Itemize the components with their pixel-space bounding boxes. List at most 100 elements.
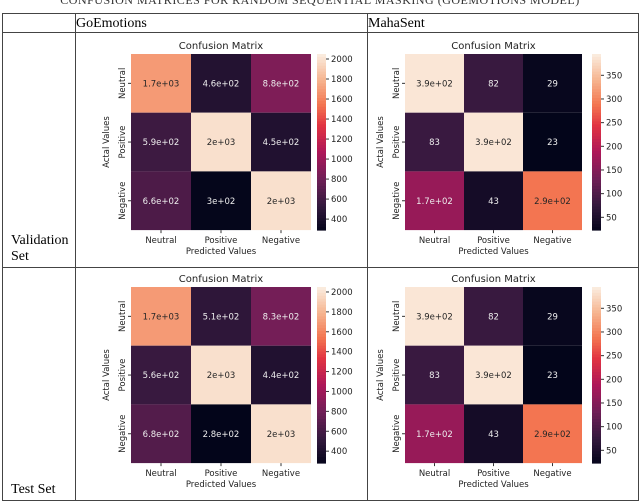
heatmap-cell (191, 404, 251, 464)
colorbar-segment (317, 424, 326, 429)
colorbar-segment (317, 404, 326, 408)
colorbar-tick-label: 1400 (331, 348, 353, 358)
colorbar-segment (317, 174, 326, 178)
colorbar-segment (592, 106, 601, 111)
colorbar-segment (317, 212, 326, 216)
y-tick-label: Neutral (118, 301, 128, 332)
colorbar-segment (592, 186, 601, 190)
colorbar-segment (317, 369, 326, 373)
colorbar-segment (592, 454, 601, 458)
x-axis-label: Predicted Values (458, 247, 529, 257)
x-tick-label: Negative (533, 236, 571, 246)
colorbar-segment (592, 369, 601, 373)
colorbar-segment (592, 392, 601, 397)
cell-annotation: 4.6e+02 (203, 79, 240, 89)
y-tick-label: Neutral (392, 301, 402, 332)
colorbar-segment (592, 322, 601, 326)
colorbar-segment (592, 439, 601, 444)
colorbar-tick-label: 250 (606, 352, 622, 362)
heatmap-cell (131, 171, 191, 231)
colorbar-segment (592, 398, 601, 402)
heatmap-cell (405, 404, 464, 464)
colorbar-segment (592, 289, 601, 294)
colorbar-segment (592, 215, 601, 219)
cell-annotation: 6.6e+02 (143, 197, 180, 207)
colorbar-tick-label: 1400 (331, 115, 353, 125)
colorbar-segment (592, 98, 601, 102)
colorbar-segment (317, 153, 326, 158)
colorbar-segment (592, 336, 601, 341)
colorbar-segment (592, 59, 601, 64)
colorbar-segment (592, 115, 601, 120)
colorbar-segment (592, 183, 601, 187)
corner-cell (2, 13, 76, 33)
colorbar-segment (592, 295, 601, 300)
row-label-validation: Validation Set (2, 32, 76, 268)
heatmap-cell (191, 112, 251, 172)
heatmap-cell (523, 287, 582, 346)
colorbar-segment (317, 392, 326, 397)
x-tick-label: Positive (205, 236, 238, 246)
heatmap-cell (191, 345, 251, 405)
colorbar-segment (592, 331, 601, 335)
cell-annotation: 29 (547, 79, 558, 89)
colorbar-segment (317, 357, 326, 361)
colorbar-segment (317, 325, 326, 329)
colorbar-segment (592, 180, 601, 184)
heatmap-cell (464, 345, 523, 405)
colorbar-tick-label: 150 (606, 166, 622, 176)
colorbar-segment (317, 150, 326, 155)
colorbar-segment (592, 177, 601, 181)
colorbar-segment (592, 221, 601, 225)
colorbar-segment (317, 401, 326, 405)
colorbar-segment (317, 218, 326, 222)
colorbar-segment (317, 331, 326, 335)
y-axis-label: Actal Values (376, 116, 386, 168)
colorbar-segment (317, 336, 326, 341)
heatmap-cell (464, 287, 523, 346)
colorbar-segment (592, 197, 601, 202)
colorbar-segment (592, 380, 601, 385)
colorbar-segment (592, 375, 601, 379)
row-label-test: Test Set (2, 267, 76, 501)
colorbar-segment (592, 86, 601, 90)
cell-annotation: 5.9e+02 (143, 138, 180, 148)
colorbar-segment (592, 62, 601, 67)
colorbar-segment (592, 354, 601, 358)
colorbar-segment (592, 424, 601, 429)
colorbar-segment (317, 206, 326, 211)
y-tick-label: Negative (118, 415, 128, 453)
cell-annotation: 2.8e+02 (203, 430, 240, 440)
x-tick-label: Neutral (145, 236, 176, 246)
colorbar-segment (592, 328, 601, 332)
y-axis-label: Actal Values (376, 349, 386, 401)
y-tick-label: Positive (118, 126, 128, 159)
colorbar-segment (592, 413, 601, 417)
cell-annotation: 29 (547, 312, 558, 322)
colorbar-segment (592, 80, 601, 84)
colorbar-tick-label: 1600 (331, 328, 353, 338)
colorbar-segment (592, 404, 601, 408)
colorbar-segment (317, 319, 326, 323)
cell-annotation: 5.6e+02 (143, 371, 180, 381)
cell-annotation: 4.4e+02 (263, 371, 300, 381)
colorbar-segment (592, 313, 601, 317)
heatmap-validation-goemotions: Confusion Matrix 1.7e+03 4.6e+02 8.8e+02 5.9… (102, 41, 353, 257)
colorbar-segment (592, 130, 601, 134)
cell-annotation: 4.5e+02 (263, 138, 300, 148)
colorbar-segment (317, 386, 326, 391)
colorbar-segment (317, 333, 326, 338)
colorbar-segment (317, 383, 326, 388)
colorbar-segment (317, 448, 326, 452)
colorbar-segment (317, 168, 326, 172)
cell-annotation: 23 (547, 371, 558, 381)
cell-annotation: 23 (547, 138, 558, 148)
colorbar-segment (592, 292, 601, 297)
colorbar-segment (592, 307, 601, 311)
cell-annotation: 1.7e+03 (143, 79, 180, 89)
colorbar-segment (317, 451, 326, 455)
y-tick-label: Neutral (118, 68, 128, 99)
colorbar-segment (592, 389, 601, 394)
colorbar-segment (317, 227, 326, 231)
colorbar-segment (592, 395, 601, 400)
